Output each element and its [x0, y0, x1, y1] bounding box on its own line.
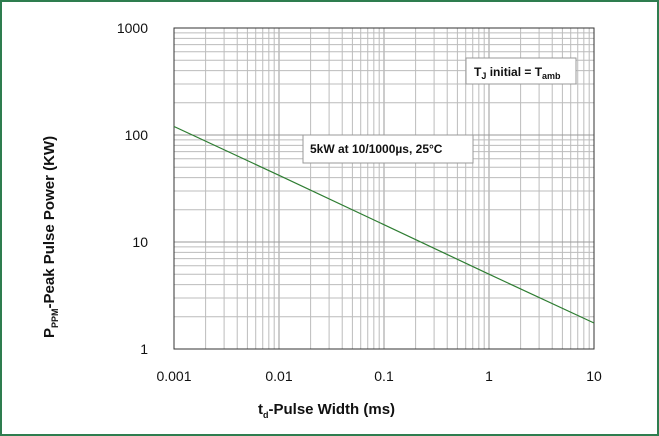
- plot-border: [173, 27, 595, 350]
- x-tick-label: 0.01: [265, 368, 292, 384]
- tj-annotation: TJ initial = Tamb: [474, 65, 561, 81]
- y-tick-label: 100: [125, 127, 149, 143]
- tj-annotation-box: [465, 57, 577, 85]
- rating-annotation: 5kW at 10/1000µs, 25°C: [310, 142, 443, 156]
- y-tick-label: 1: [140, 341, 148, 357]
- series-line: [173, 125, 595, 324]
- x-axis-title: td-Pulse Width (ms): [258, 401, 395, 420]
- y-tick-label: 10: [132, 234, 148, 250]
- x-tick-labels: 0.001 0.01 0.1 1 10: [156, 368, 602, 384]
- x-tick-label: 1: [485, 368, 493, 384]
- series-group: [173, 125, 595, 324]
- x-tick-label: 0.001: [156, 368, 191, 384]
- rating-annotation-box: [302, 134, 474, 164]
- y-tick-label: 1000: [117, 20, 148, 36]
- y-axis-title: PPPM-Peak Pulse Power (KW): [41, 136, 60, 338]
- y-tick-labels: 1 10 100 1000: [117, 20, 148, 357]
- x-tick-label: 0.1: [374, 368, 394, 384]
- x-tick-label: 10: [586, 368, 602, 384]
